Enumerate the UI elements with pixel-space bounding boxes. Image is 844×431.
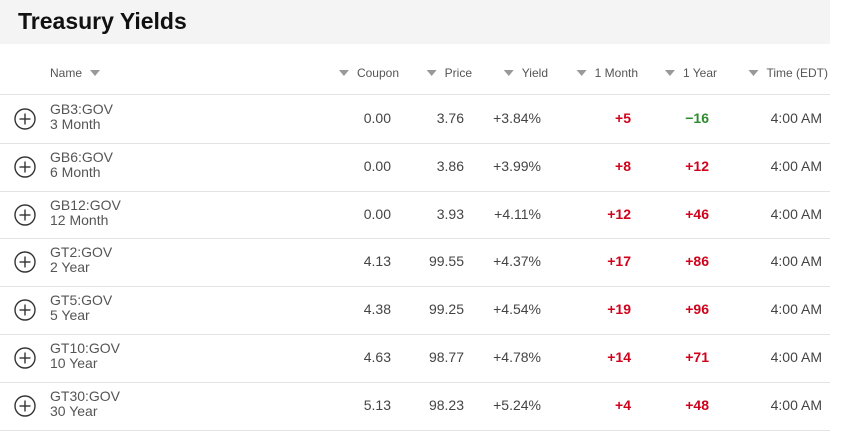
column-header[interactable]: Coupon (331, 66, 399, 80)
cell: 4:00 AM (770, 205, 822, 222)
divider (0, 191, 830, 192)
cell: +14 (607, 348, 631, 365)
divider (0, 334, 830, 335)
security-name: 2 Year (50, 259, 90, 276)
cell: +4 (615, 396, 631, 413)
cell: 4:00 AM (770, 253, 822, 270)
cell: 5.13 (363, 396, 391, 413)
cell: +3.84% (493, 109, 541, 126)
cell: 4:00 AM (770, 396, 822, 413)
add-button[interactable] (13, 346, 37, 370)
security-name: 6 Month (50, 163, 101, 180)
column-label: Price (444, 66, 472, 80)
title: Treasury Yields (18, 8, 187, 34)
sort-arrow (576, 70, 587, 76)
cell: 4.13 (363, 253, 391, 270)
cell: +12 (685, 157, 709, 174)
cell: −16 (685, 109, 709, 126)
sort-arrow (338, 70, 349, 76)
cell: +8 (615, 157, 631, 174)
divider (0, 286, 830, 287)
sort-arrow (748, 70, 759, 76)
ticker[interactable]: GT5:GOV (50, 292, 113, 309)
column-label: 1 Month (594, 66, 638, 80)
column-label: 1 Year (682, 66, 717, 80)
column-header[interactable]: 1 Year (657, 66, 717, 80)
cell: 3.93 (436, 205, 464, 222)
security-name: 5 Year (50, 307, 90, 324)
cell: 99.25 (428, 301, 464, 318)
sort-arrow (426, 70, 437, 76)
cell: +86 (685, 253, 709, 270)
ticker[interactable]: GB12:GOV (50, 196, 121, 213)
cell: 0.00 (363, 205, 391, 222)
cell: 4:00 AM (770, 157, 822, 174)
column-header[interactable]: Price (419, 66, 472, 80)
cell: 4:00 AM (770, 301, 822, 318)
cell: +48 (685, 396, 709, 413)
cell: +46 (685, 205, 709, 222)
cell: +12 (607, 205, 631, 222)
divider (0, 238, 830, 239)
column-header[interactable]: Name (50, 66, 108, 80)
ticker[interactable]: GB6:GOV (50, 148, 114, 165)
cell: +4.78% (493, 348, 541, 365)
cell: 3.86 (436, 157, 464, 174)
cell: +4.37% (493, 253, 541, 270)
add-button[interactable] (13, 107, 37, 131)
security-name: 3 Month (50, 115, 101, 132)
sort-arrow (503, 70, 514, 76)
column-label: Time (EDT) (766, 66, 828, 80)
add-button[interactable] (13, 250, 37, 274)
divider (0, 143, 830, 144)
title-bar: Treasury Yields (0, 0, 830, 44)
divider (0, 94, 830, 95)
sort-arrow (664, 70, 675, 76)
cell: +5.24% (493, 396, 541, 413)
column-header[interactable]: 1 Month (569, 66, 638, 80)
add-button[interactable] (13, 155, 37, 179)
cell: 0.00 (363, 157, 391, 174)
add-button[interactable] (13, 298, 37, 322)
cell: +4.54% (493, 301, 541, 318)
cell: +5 (615, 109, 631, 126)
security-name: 12 Month (50, 211, 109, 228)
add-button[interactable] (13, 394, 37, 418)
security-name: 30 Year (50, 402, 98, 419)
ticker[interactable]: GB3:GOV (50, 100, 114, 117)
cell: 99.55 (428, 253, 464, 270)
cell: +17 (607, 253, 631, 270)
cell: +71 (685, 348, 709, 365)
column-header[interactable]: Time (EDT) (740, 66, 828, 80)
security-name: 10 Year (50, 354, 98, 371)
column-label: Yield (521, 66, 548, 80)
cell: 4.63 (363, 348, 391, 365)
divider (0, 382, 830, 383)
cell: +3.99% (493, 157, 541, 174)
cell: +4.11% (494, 205, 541, 222)
cell: 0.00 (363, 109, 391, 126)
column-header[interactable]: Yield (496, 66, 548, 80)
column-label: Coupon (356, 66, 399, 80)
cell: +19 (607, 301, 631, 318)
ticker[interactable]: GT30:GOV (50, 387, 121, 404)
cell: 4:00 AM (770, 109, 822, 126)
cell: 98.23 (428, 396, 464, 413)
cell: 98.77 (428, 348, 464, 365)
column-label: Name (50, 66, 83, 80)
cell: 4:00 AM (770, 348, 822, 365)
cell: 3.76 (436, 109, 464, 126)
ticker[interactable]: GT10:GOV (50, 339, 121, 356)
add-button[interactable] (13, 203, 37, 227)
ticker[interactable]: GT2:GOV (50, 244, 113, 261)
cell: +96 (685, 301, 709, 318)
sort-arrow (90, 70, 101, 76)
cell: 4.38 (363, 301, 391, 318)
